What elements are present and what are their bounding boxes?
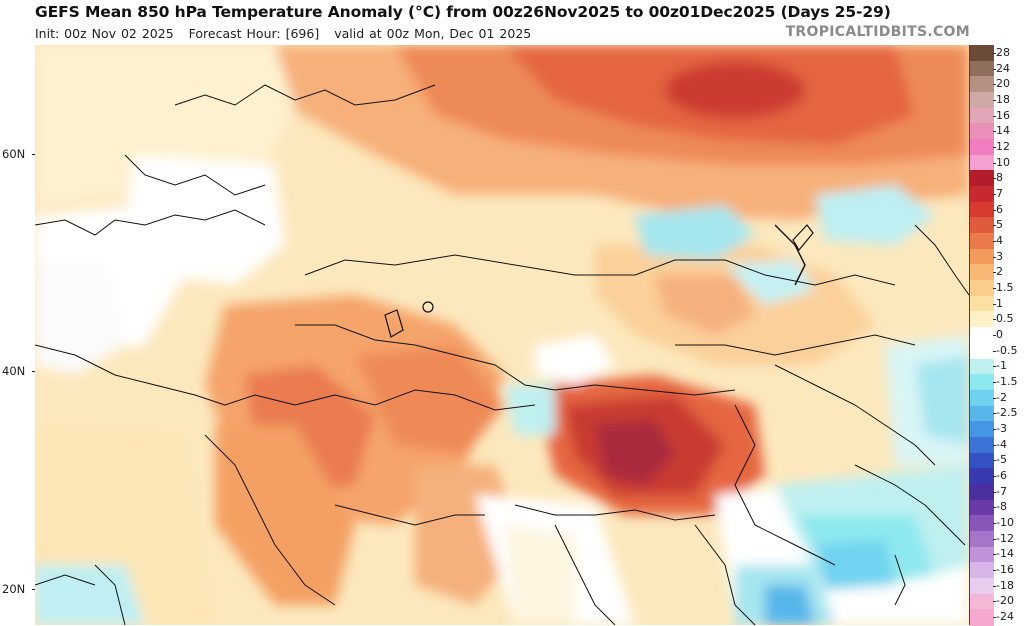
colorbar-cell [970,264,994,282]
colorbar-label: -2 [993,390,1007,404]
colorbar-label: -20 [993,594,1014,608]
colorbar-label: 3 [993,249,1003,263]
colorbar-cell [970,436,994,454]
colorbar-label: 0 [993,328,1003,341]
colorbar-cell [970,217,994,235]
lat-label-60n: 60N [2,147,37,161]
colorbar-cell [970,186,994,203]
colorbar-label: -1 [993,359,1007,373]
colorbar-label: -7 [993,484,1007,498]
colorbar-label: -18 [993,578,1014,592]
colorbar-label: -8 [993,500,1007,514]
map-subtitle: Init: 00z Nov 02 2025 Forecast Hour: [69… [35,26,541,41]
coastlines-borders [35,84,969,625]
colorbar-cell [970,280,994,297]
colorbar-cell [970,327,994,344]
forecast-hour: Forecast Hour: [696] [188,26,320,41]
colorbar-cell [970,123,994,141]
colorbar-cell [970,154,994,172]
colorbar-label: 10 [993,155,1010,169]
colorbar-cell [970,76,994,94]
colorbar-label: -16 [993,563,1014,577]
colorbar-label: 7 [993,186,1003,200]
colorbar-cell [970,358,994,376]
colorbar-cell [970,233,994,250]
colorbar-label: 0.5 [993,312,1014,326]
colorbar-label: 1 [993,296,1003,310]
colorbar-label: -5 [993,453,1007,467]
colorbar-label: -6 [993,469,1007,483]
colorbar-cell [970,60,994,78]
colorbar-cell [970,421,994,438]
init-time: Init: 00z Nov 02 2025 [35,26,174,41]
colorbar-cell [970,452,994,470]
colorbar-label: 14 [993,124,1010,138]
colorbar-cell [970,170,994,188]
lat-label-40n: 40N [2,364,37,378]
colorbar-cell [970,515,994,532]
colorbar-label: -1.5 [992,375,1018,389]
colorbar-cell [970,139,994,156]
colorbar-cell [970,342,994,360]
colorbar-cell [970,248,994,266]
colorbar-cell [970,389,994,407]
colorbar-cell [970,295,994,313]
colorbar-label: -24 [993,610,1014,624]
colorbar-cell [970,593,994,611]
colorbar-cell [970,562,994,579]
colorbar-cell [970,201,994,219]
colorbar-cell [970,311,994,329]
colorbar-cell [970,546,994,564]
colorbar-label: 16 [993,108,1010,122]
map-title: GEFS Mean 850 hPa Temperature Anomaly (°… [35,3,891,21]
colorbar-cell [970,92,994,109]
colorbar-label: 5 [993,218,1003,232]
colorbar-label: 20 [993,77,1010,91]
colorbar-label: 12 [993,139,1010,153]
brand-watermark: TROPICALTIDBITS.COM [785,24,970,40]
colorbar-label: -2.5 [992,406,1018,420]
colorbar-label: -12 [993,531,1014,545]
map-canvas [35,45,969,625]
colorbar-label: 1.5 [993,280,1014,294]
colorbar [969,45,994,626]
anomaly-map[interactable] [35,45,969,625]
colorbar-cell [970,405,994,423]
lat-label-20n: 20N [2,582,37,596]
colorbar-label: -0.5 [992,343,1018,357]
colorbar-cell [970,499,994,517]
colorbar-label: -10 [993,516,1014,530]
colorbar-cell [970,577,994,595]
colorbar-label: -3 [993,422,1007,436]
colorbar-labels: 28 24 20 18 16 14 12 10 8 7 6 5 4 3 2 1.5 1 0.5 0 -0.5 -1 -1.… [992,45,1024,625]
colorbar-cell [970,468,994,485]
colorbar-label: -4 [993,437,1007,451]
colorbar-label: 8 [993,171,1003,185]
valid-time: valid at 00z Mon, Dec 01 2025 [334,26,532,41]
colorbar-cell [970,45,994,62]
colorbar-label: 18 [993,92,1010,106]
lakes [384,224,814,338]
anomaly-fill-layer [35,45,969,625]
colorbar-cell [970,483,994,501]
colorbar-label: -14 [993,547,1014,561]
colorbar-label: 2 [993,265,1003,279]
colorbar-cell [970,609,994,626]
colorbar-label: 28 [993,45,1010,59]
colorbar-label: 6 [993,202,1003,216]
colorbar-label: 24 [993,61,1010,75]
colorbar-cell [970,107,994,125]
colorbar-cell [970,530,994,548]
colorbar-label: 4 [993,233,1003,247]
colorbar-cell [970,374,994,391]
